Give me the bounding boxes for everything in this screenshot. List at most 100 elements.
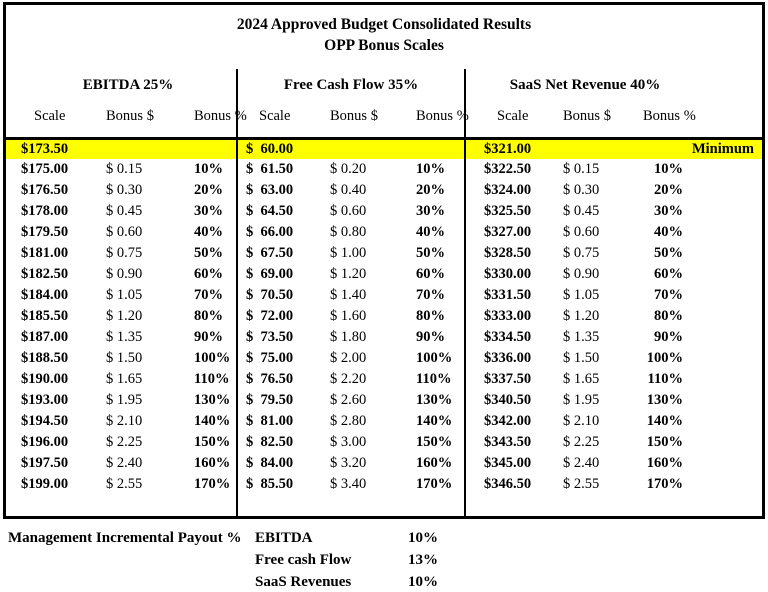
cell-bonus-percent: 110% [194, 371, 230, 387]
cell-scale: $ 64.50 [246, 203, 294, 219]
table-row: $ 79.50 $ 2.60 130% [238, 390, 464, 411]
table-row: $ 82.50 $ 3.00 150% [238, 432, 464, 453]
minimum-label: Minimum [691, 141, 754, 157]
cell-bonus-dollar: $ 2.40 [563, 455, 600, 471]
column-header-bonus-dollar: Bonus $ [330, 108, 378, 124]
table-row: $346.50 $ 2.55 170% [466, 474, 762, 495]
table-row: $ 70.50 $ 1.40 70% [238, 285, 464, 306]
cell-bonus-dollar: $ 0.75 [563, 245, 600, 261]
cell-scale: $331.50 [484, 287, 532, 303]
table-row: $ 85.50 $ 3.40 170% [238, 474, 464, 495]
table-row: $187.00 $ 1.35 90% [6, 327, 236, 348]
footer-item-name: SaaS Revenues [255, 574, 352, 590]
table-row: $194.50 $ 2.10 140% [6, 411, 236, 432]
cell-bonus-percent: 30% [654, 203, 683, 219]
cell-scale: $346.50 [484, 476, 532, 492]
table-row: $ 75.00 $ 2.00 100% [238, 348, 464, 369]
cell-scale: $330.00 [484, 266, 532, 282]
table-row: $345.00 $ 2.40 160% [466, 453, 762, 474]
table-row: $175.00 $ 0.15 10% [6, 159, 236, 180]
cell-scale: $334.50 [484, 329, 532, 345]
minimum-scale-value: $321.00 [484, 141, 532, 157]
footer-items: EBITDA 10% Free cash Flow 13% SaaS Reven… [255, 530, 438, 591]
table-row: $ 66.00 $ 0.80 40% [238, 222, 464, 243]
cell-bonus-percent: 130% [416, 392, 453, 408]
cell-bonus-percent: 160% [416, 455, 453, 471]
cell-bonus-dollar: $ 2.25 [106, 434, 143, 450]
cell-bonus-dollar: $ 1.40 [330, 287, 367, 303]
cell-bonus-percent: 60% [194, 266, 223, 282]
table-row: $333.00 $ 1.20 80% [466, 306, 762, 327]
cell-bonus-percent: 40% [654, 224, 683, 240]
cell-bonus-percent: 170% [194, 476, 231, 492]
cell-bonus-percent: 100% [416, 350, 453, 366]
cell-bonus-dollar: $ 2.80 [330, 413, 367, 429]
table-row: $325.50 $ 0.45 30% [466, 201, 762, 222]
cell-scale: $175.00 [21, 161, 69, 177]
cell-scale: $ 61.50 [246, 161, 294, 177]
cell-bonus-percent: 160% [646, 455, 683, 471]
cell-scale: $ 79.50 [246, 392, 294, 408]
table-row: $184.00 $ 1.05 70% [6, 285, 236, 306]
cell-bonus-percent: 150% [646, 434, 683, 450]
cell-bonus-dollar: $ 2.60 [330, 392, 367, 408]
table-row: $342.00 $ 2.10 140% [466, 411, 762, 432]
column-header-scale: Scale [34, 108, 66, 124]
cell-bonus-dollar: $ 1.35 [106, 329, 143, 345]
table-row: $190.00 $ 1.65 110% [6, 369, 236, 390]
table-row: $327.00 $ 0.60 40% [466, 222, 762, 243]
cell-bonus-percent: 10% [194, 161, 223, 177]
cell-bonus-percent: 140% [646, 413, 683, 429]
cell-bonus-dollar: $ 0.90 [563, 266, 600, 282]
column-header-scale: Scale [259, 108, 291, 124]
section-ebitda: EBITDA 25% Scale Bonus $ Bonus % $173.50… [6, 69, 247, 516]
cell-bonus-dollar: $ 1.65 [563, 371, 600, 387]
minimum-scale-value: $173.50 [21, 141, 69, 157]
cell-bonus-dollar: $ 1.00 [330, 245, 367, 261]
column-header-bonus-dollar: Bonus $ [106, 108, 154, 124]
management-incremental-payout: Management Incremental Payout % EBITDA 1… [8, 530, 438, 591]
cell-scale: $322.50 [484, 161, 532, 177]
minimum-row: $ 60.00 [238, 137, 464, 159]
cell-scale: $197.50 [21, 455, 69, 471]
cell-bonus-percent: 50% [654, 245, 683, 261]
cell-bonus-dollar: $ 0.45 [563, 203, 600, 219]
cell-bonus-percent: 50% [416, 245, 445, 261]
cell-bonus-percent: 30% [194, 203, 223, 219]
metric-sections: EBITDA 25% Scale Bonus $ Bonus % $173.50… [6, 69, 762, 516]
cell-bonus-percent: 40% [194, 224, 223, 240]
cell-scale: $ 63.00 [246, 182, 294, 198]
section-saas-net-revenue: SaaS Net Revenue 40% Scale Bonus $ Bonus… [464, 69, 762, 516]
cell-bonus-dollar: $ 1.65 [106, 371, 143, 387]
cell-bonus-percent: 50% [194, 245, 223, 261]
table-row: $196.00 $ 2.25 150% [6, 432, 236, 453]
cell-bonus-dollar: $ 1.20 [330, 266, 367, 282]
cell-bonus-dollar: $ 0.60 [106, 224, 143, 240]
cell-bonus-percent: 80% [194, 308, 223, 324]
cell-scale: $ 75.00 [246, 350, 294, 366]
column-header-bonus-percent: Bonus % [643, 108, 696, 124]
cell-bonus-percent: 70% [194, 287, 223, 303]
table-row: $334.50 $ 1.35 90% [466, 327, 762, 348]
table-row: $ 76.50 $ 2.20 110% [238, 369, 464, 390]
cell-bonus-percent: 20% [194, 182, 223, 198]
cell-scale: $178.00 [21, 203, 69, 219]
cell-bonus-dollar: $ 1.50 [106, 350, 143, 366]
cell-bonus-dollar: $ 0.90 [106, 266, 143, 282]
cell-scale: $327.00 [484, 224, 532, 240]
cell-scale: $337.50 [484, 371, 532, 387]
cell-bonus-dollar: $ 3.40 [330, 476, 367, 492]
cell-bonus-dollar: $ 0.60 [330, 203, 367, 219]
column-header-scale: Scale [497, 108, 529, 124]
cell-scale: $184.00 [21, 287, 69, 303]
cell-bonus-percent: 160% [194, 455, 231, 471]
section-free-cash-flow: Free Cash Flow 35% Scale Bonus $ Bonus %… [236, 69, 469, 516]
cell-bonus-percent: 90% [194, 329, 223, 345]
cell-bonus-percent: 80% [416, 308, 445, 324]
footer-item-name: EBITDA [255, 530, 313, 546]
page-title: 2024 Approved Budget Consolidated Result… [236, 16, 532, 33]
cell-bonus-dollar: $ 0.15 [563, 161, 600, 177]
table-row: $328.50 $ 0.75 50% [466, 243, 762, 264]
cell-bonus-dollar: $ 1.20 [563, 308, 600, 324]
